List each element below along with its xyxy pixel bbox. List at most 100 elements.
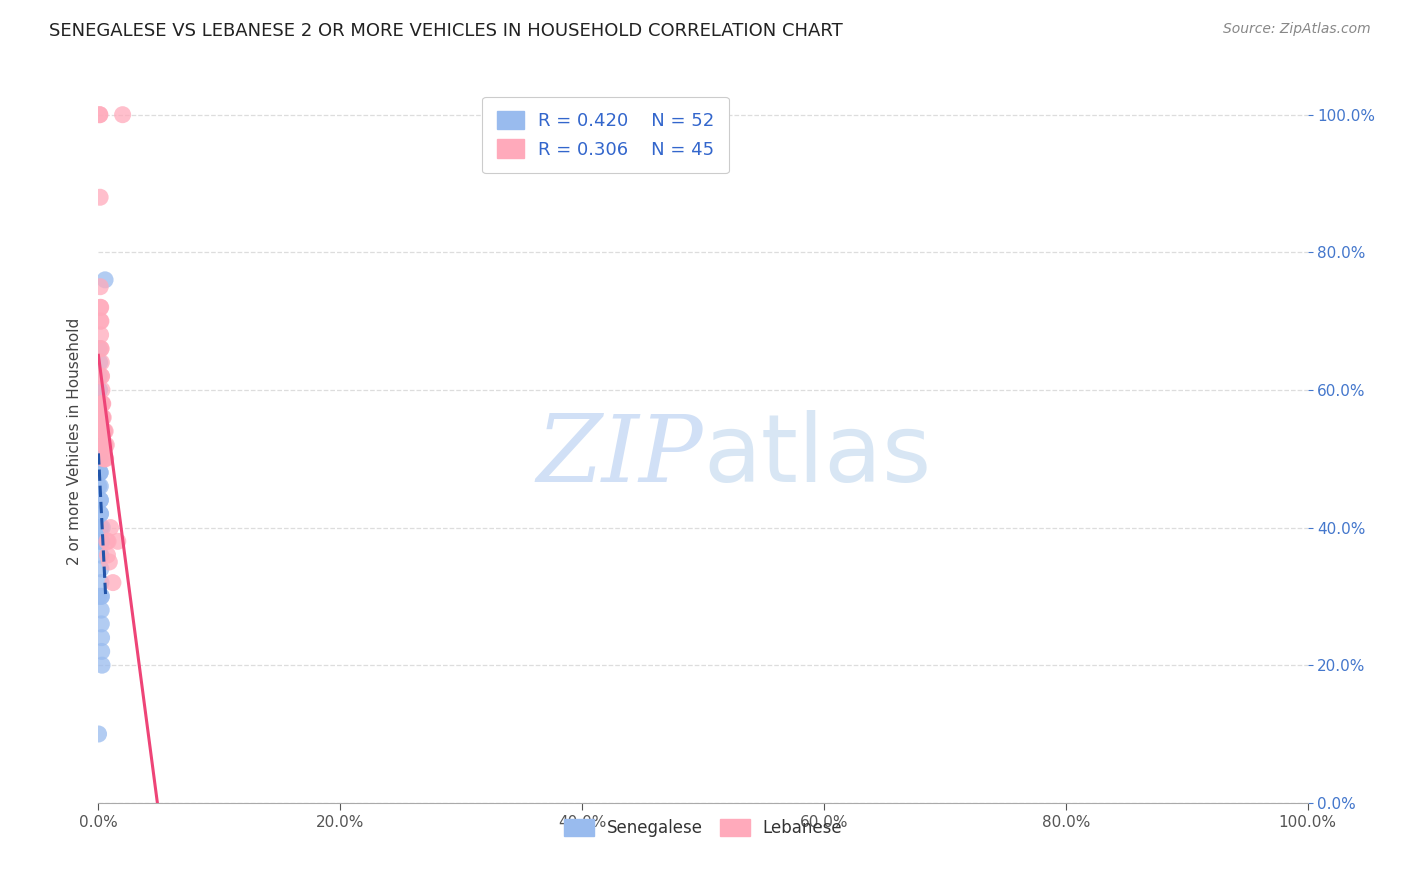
Point (98, 555, 121, 569)
Point (89, 342, 111, 356)
Point (93, 438, 115, 452)
Point (90, 534, 112, 549)
Point (89, 438, 111, 452)
Point (89, 466, 111, 480)
Text: ZIP: ZIP (536, 411, 703, 501)
Point (90, 644, 112, 658)
Point (90, 342, 112, 356)
Point (89, 424, 111, 438)
Point (89, 438, 111, 452)
Point (89, 410, 111, 425)
Point (93, 451, 115, 466)
Point (97, 534, 120, 549)
Point (90, 590, 112, 604)
Point (90, 410, 112, 425)
Point (89, 369, 111, 384)
Point (90, 314, 112, 328)
Point (90, 631, 112, 645)
Point (89, 438, 111, 452)
Point (90, 590, 112, 604)
Point (90, 520, 112, 534)
Point (90, 507, 112, 521)
Y-axis label: 2 or more Vehicles in Household: 2 or more Vehicles in Household (66, 318, 82, 566)
Point (89, 108, 111, 122)
Point (91, 397, 114, 411)
Point (87, 410, 110, 425)
Point (89, 397, 111, 411)
Point (89, 451, 111, 466)
Point (93, 424, 115, 438)
Point (89, 397, 111, 411)
Point (91, 410, 114, 425)
Point (90, 534, 112, 549)
Point (89, 301, 111, 315)
Point (89, 438, 111, 452)
Point (90, 548, 112, 562)
Point (90, 397, 112, 411)
Point (89, 479, 111, 493)
Point (90, 562, 112, 576)
Point (87, 397, 110, 411)
Point (93, 424, 115, 438)
Point (87, 383, 110, 397)
Point (89, 507, 111, 521)
Point (89, 355, 111, 369)
Point (91, 424, 114, 438)
Point (90, 369, 112, 384)
Point (89, 451, 111, 466)
Point (90, 355, 112, 369)
Point (90, 616, 112, 631)
Point (89, 314, 111, 328)
Point (91, 410, 114, 425)
Point (94, 424, 117, 438)
Point (91, 410, 114, 425)
Point (87, 479, 110, 493)
Point (89, 493, 111, 508)
Point (91, 424, 114, 438)
Point (90, 383, 112, 397)
Point (90, 327, 112, 342)
Point (91, 397, 114, 411)
Point (87, 727, 110, 741)
Point (100, 520, 122, 534)
Point (96, 438, 118, 452)
Point (90, 397, 112, 411)
Point (91, 658, 114, 673)
Point (91, 424, 114, 438)
Point (89, 424, 111, 438)
Point (87, 590, 110, 604)
Point (89, 410, 111, 425)
Point (96, 548, 118, 562)
Text: Source: ZipAtlas.com: Source: ZipAtlas.com (1223, 22, 1371, 37)
Point (89, 383, 111, 397)
Point (90, 301, 112, 315)
Point (90, 369, 112, 384)
Point (93, 451, 115, 466)
Point (89, 424, 111, 438)
Point (96, 534, 118, 549)
Legend: Senegalese, Lebanese: Senegalese, Lebanese (555, 810, 851, 845)
Point (89, 279, 111, 293)
Point (89, 520, 111, 534)
Point (89, 451, 111, 466)
Text: atlas: atlas (703, 410, 931, 502)
Point (91, 397, 114, 411)
Point (91, 520, 114, 534)
Point (89, 466, 111, 480)
Point (90, 534, 112, 549)
Point (89, 466, 111, 480)
Point (101, 575, 124, 590)
Point (87, 438, 110, 452)
Point (94, 451, 117, 466)
Point (90, 603, 112, 617)
Text: SENEGALESE VS LEBANESE 2 OR MORE VEHICLES IN HOUSEHOLD CORRELATION CHART: SENEGALESE VS LEBANESE 2 OR MORE VEHICLE… (49, 22, 844, 40)
Point (107, 534, 129, 549)
Point (94, 438, 117, 452)
Point (89, 424, 111, 438)
Point (89, 493, 111, 508)
Point (111, 108, 134, 122)
Point (89, 108, 111, 122)
Point (94, 273, 117, 287)
Point (93, 438, 115, 452)
Point (90, 342, 112, 356)
